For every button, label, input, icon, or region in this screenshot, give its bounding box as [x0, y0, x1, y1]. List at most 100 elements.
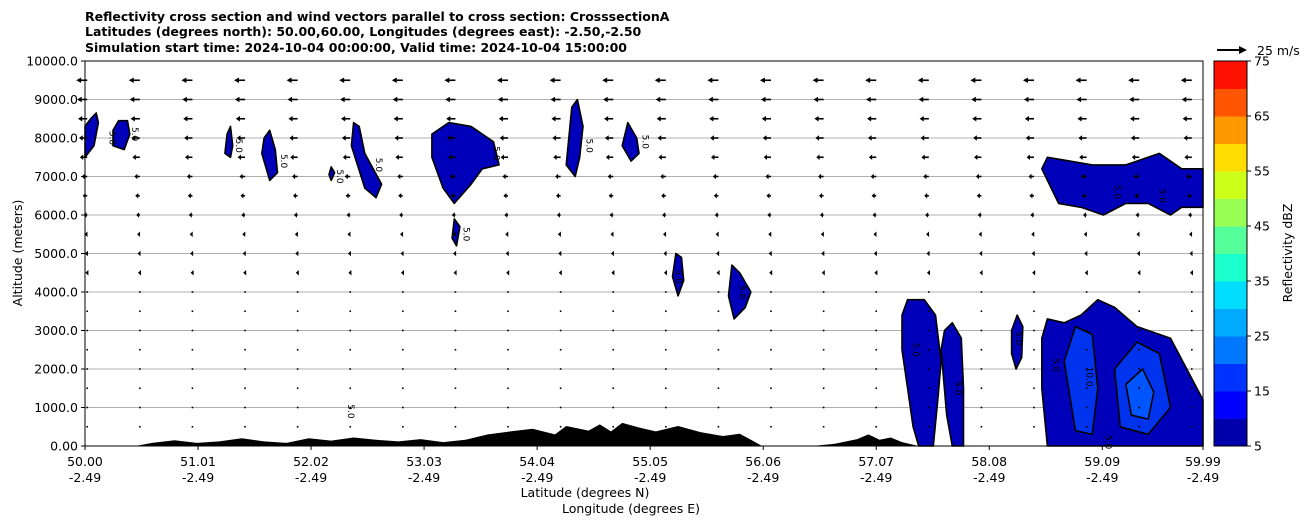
y-tick-label-5: 5000.0 [34, 246, 78, 261]
wind-vector-147 [871, 192, 877, 199]
wind-vector-head [504, 212, 508, 218]
wind-vector-head [759, 77, 765, 84]
wind-vector-395 [1191, 406, 1193, 409]
terrain-layer [85, 422, 1203, 446]
wind-vector-dot [349, 406, 352, 409]
wind-vector-dot [139, 425, 141, 428]
wind-vector-188 [715, 231, 719, 238]
colorbar-segment-10 [1214, 143, 1247, 172]
wind-vector-250 [507, 291, 509, 293]
wind-vector-187 [663, 231, 667, 238]
wind-vector-234 [821, 269, 825, 276]
wind-vector-dot [139, 387, 141, 390]
wind-vector-210 [716, 250, 720, 257]
wind-vector-48 [288, 115, 298, 122]
wind-vector-head [347, 231, 351, 238]
wind-vector-head [1031, 231, 1035, 238]
wind-vector-208 [610, 250, 614, 257]
wind-vector-339 [559, 368, 562, 370]
wind-vector-dot [612, 291, 615, 293]
wind-vector-118 [502, 173, 509, 180]
wind-vector-303 [980, 329, 983, 332]
wind-vector-head [79, 154, 84, 161]
wind-vector-head [923, 173, 927, 180]
wind-vector-head [242, 250, 246, 257]
contour-label-4: 5.0 [334, 169, 344, 184]
wind-vector-146 [819, 192, 824, 199]
wind-vector-345 [875, 368, 878, 370]
wind-vector-dot [1085, 387, 1088, 390]
wind-vector-393 [1085, 406, 1088, 409]
contour-label-19: 5.0 [1156, 189, 1166, 204]
wind-vector-17 [970, 77, 982, 84]
wind-vector-223 [243, 269, 247, 276]
wind-vector-head [763, 154, 767, 161]
colorbar-segment-13 [1214, 61, 1247, 89]
wind-vector-33 [655, 96, 666, 103]
wind-vector-153 [1187, 192, 1192, 199]
wind-vector-dot [296, 291, 299, 293]
wind-vector-head [926, 269, 930, 276]
wind-vector-dot [1085, 348, 1088, 351]
wind-vector-head [661, 192, 665, 199]
wind-vector-286 [86, 329, 89, 332]
y-tick-label-9: 9000.0 [34, 92, 78, 107]
wind-vector-head [608, 192, 612, 199]
wind-vector-106 [1026, 154, 1035, 161]
wind-vector-dot [191, 406, 194, 409]
wind-vector-head [500, 154, 504, 161]
wind-vector-head [183, 115, 188, 122]
colorbar-tick-label-1: 15 [1254, 384, 1270, 399]
wind-vector-dot [1138, 291, 1141, 293]
wind-vector-head [813, 96, 819, 103]
wind-vector-dot [717, 348, 720, 351]
wind-vector-head [1183, 135, 1188, 141]
wind-vector-dot [86, 329, 89, 332]
wind-vector-140 [503, 192, 509, 199]
wind-vector-dot [454, 291, 457, 293]
wind-vector-174 [1135, 212, 1140, 218]
wind-vector-391 [980, 406, 983, 409]
wind-vector-head [1031, 250, 1035, 257]
wind-vector-364 [717, 387, 720, 390]
wind-vector-61 [972, 115, 982, 122]
wind-vector-165 [662, 212, 666, 218]
wind-vector-dot [928, 406, 930, 409]
wind-vector-dot [86, 406, 89, 409]
wind-vector-193 [978, 231, 982, 238]
wind-vector-head [340, 96, 345, 103]
wind-vector-dot [612, 425, 615, 428]
wind-vector-dot [980, 368, 983, 370]
wind-vector-320 [717, 348, 720, 351]
wind-vector-254 [717, 291, 720, 293]
y-tick-label-7: 7000.0 [34, 169, 78, 184]
x-tick-label-lat-1: 51.01 [180, 454, 216, 469]
colorbar-segment-12 [1214, 88, 1247, 117]
wind-vector-dot [507, 387, 509, 390]
wind-vector-dot [612, 329, 615, 332]
wind-vector-head [1083, 231, 1087, 238]
wind-vector-head [505, 250, 509, 257]
wind-vector-dot [980, 291, 983, 293]
contour-label-8: 5.0 [460, 227, 470, 242]
contour-label-10: 5.0 [639, 135, 649, 150]
x-tick-label-lon-5: -2.49 [634, 470, 666, 485]
wind-vector-238 [1032, 269, 1036, 276]
wind-vector-head [290, 154, 294, 161]
wind-vector-302 [928, 329, 930, 332]
wind-vector-331 [139, 368, 141, 370]
wind-vector-dot [1191, 348, 1193, 351]
wind-vector-0 [76, 77, 88, 84]
wind-vector-head [716, 269, 720, 276]
wind-vector-dot [296, 406, 299, 409]
wind-vector-dot [875, 291, 878, 293]
wind-vector-dot [928, 387, 930, 390]
wind-vector-362 [612, 387, 615, 390]
wind-vector-dot [980, 425, 983, 428]
wind-vector-dot [402, 310, 404, 313]
wind-key-label: 25 m/s [1257, 43, 1300, 58]
wind-vector-340 [612, 368, 615, 370]
wind-vector-398 [191, 425, 194, 428]
wind-vector-dot [928, 329, 930, 332]
wind-vector-head [341, 115, 346, 122]
